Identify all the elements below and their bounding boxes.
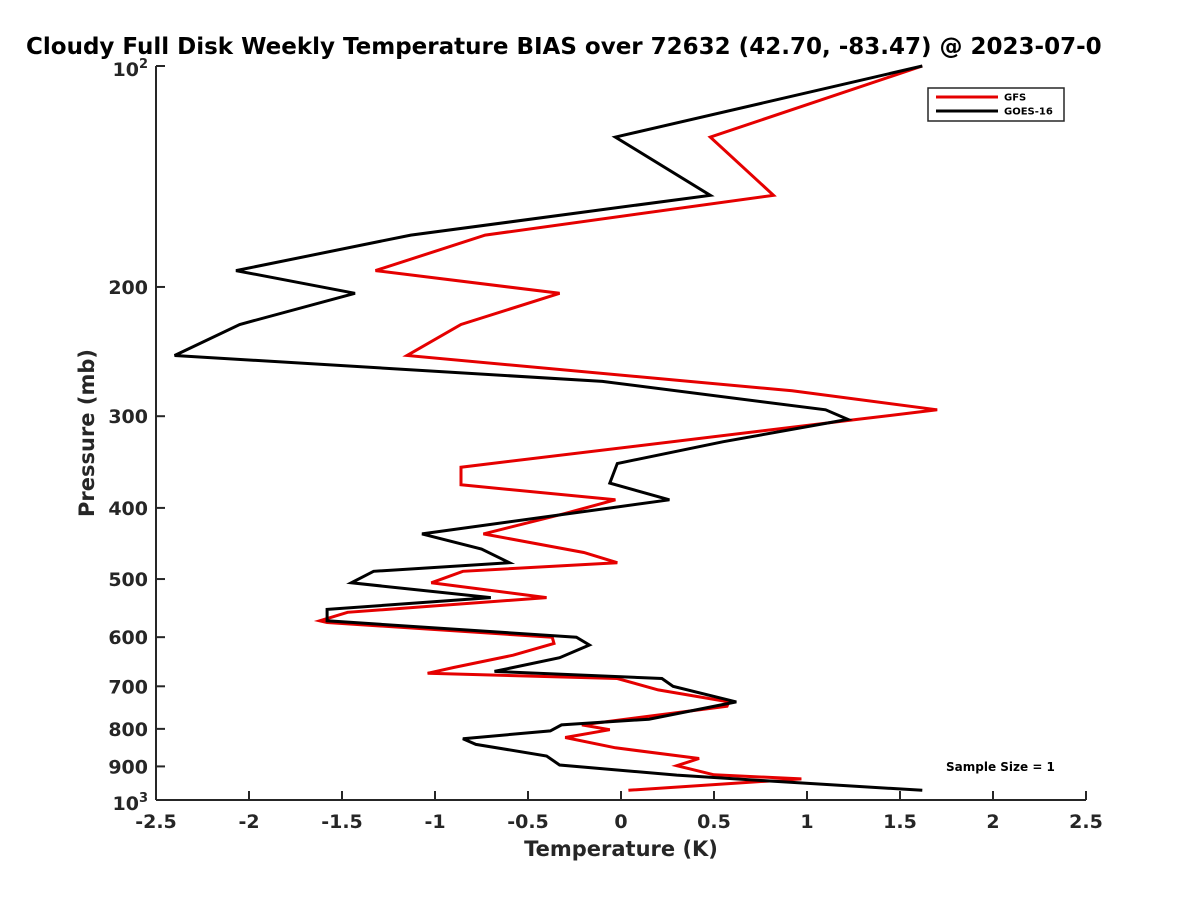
sample-size-annotation: Sample Size = 1 — [946, 760, 1055, 774]
x-axis-label: Temperature (K) — [524, 837, 718, 861]
x-tick-label: 2 — [986, 811, 999, 833]
series-group — [173, 64, 938, 792]
y-tick-label: 800 — [108, 719, 148, 741]
y-tick-label: 500 — [108, 569, 148, 591]
y-tick-label: 900 — [108, 756, 148, 778]
x-tick-label: -2 — [238, 811, 259, 833]
axes: -2.5 -2 -1.5 -1 -0.5 0 0.5 1 1.5 2 2.5102200300400… — [108, 57, 1103, 833]
x-tick-label: 1 — [800, 811, 813, 833]
x-tick-label: 0.5 — [697, 811, 731, 833]
y-tick-label: 300 — [108, 406, 148, 428]
y-tick-exponent: 2 — [139, 57, 148, 72]
x-tick-label: -2.5 — [135, 811, 177, 833]
x-tick-label: -1.5 — [321, 811, 363, 833]
legend: GFS GOES-16 — [927, 87, 1065, 122]
x-tick-label: -1 — [424, 811, 445, 833]
legend-entry: GOES-16 — [1004, 107, 1053, 118]
series-line-goes-16 — [173, 64, 923, 792]
y-tick-base: 10 — [113, 59, 139, 81]
y-tick-exponent: 3 — [139, 791, 148, 806]
y-tick-label: 700 — [108, 676, 148, 698]
y-tick-label: 600 — [108, 627, 148, 649]
legend-entry: GFS — [1004, 93, 1026, 104]
y-tick-label: 103 — [113, 791, 149, 815]
x-tick-label: -0.5 — [507, 811, 549, 833]
x-tick-label: 2.5 — [1069, 811, 1103, 833]
y-tick-label: 200 — [108, 277, 148, 299]
x-tick-label: 0 — [614, 811, 627, 833]
y-axis-label: Pressure (mb) — [75, 349, 99, 517]
y-tick-label: 102 — [113, 57, 149, 81]
legend-box — [927, 87, 1065, 122]
chart-title: Cloudy Full Disk Weekly Temperature BIAS… — [26, 34, 1102, 60]
series-line-gfs — [313, 64, 938, 792]
y-tick-label: 400 — [108, 498, 148, 520]
y-tick-base: 10 — [113, 793, 139, 815]
x-tick-label: 1.5 — [883, 811, 917, 833]
